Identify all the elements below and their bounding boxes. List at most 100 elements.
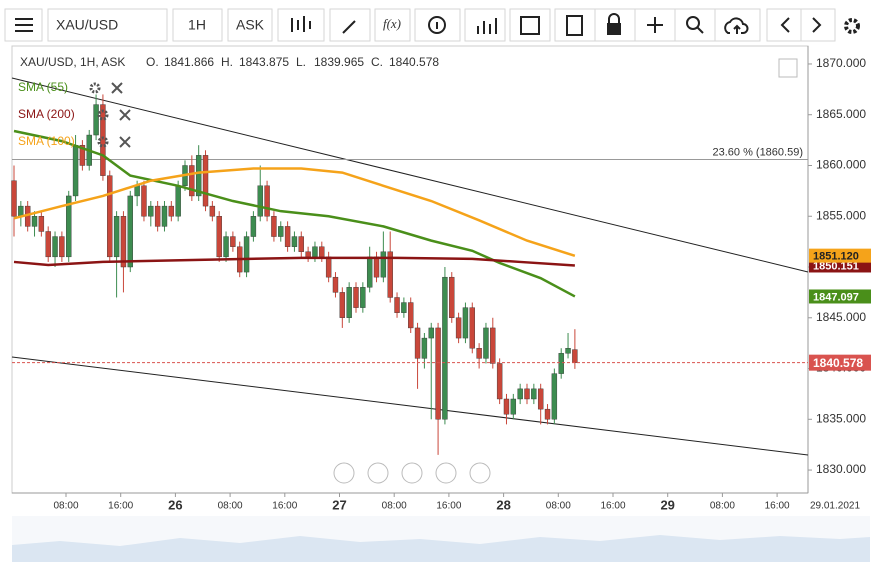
legend-settings[interactable] bbox=[97, 136, 109, 148]
candle-body bbox=[469, 307, 475, 349]
candle-body bbox=[154, 205, 161, 227]
ohlc-field: O. bbox=[146, 55, 159, 69]
candle-body bbox=[291, 236, 298, 247]
candle-body bbox=[79, 144, 86, 166]
chart-type-button[interactable] bbox=[277, 8, 325, 42]
candle-body bbox=[243, 236, 250, 273]
candle-body bbox=[408, 302, 414, 329]
legend-label: SMA (100) bbox=[18, 134, 75, 148]
candle-body bbox=[216, 216, 222, 258]
x-tick-label: 29 bbox=[660, 497, 674, 512]
candle-body bbox=[250, 216, 257, 237]
candle-body bbox=[18, 205, 24, 217]
y-tick-label: 1830.000 bbox=[816, 462, 866, 476]
candle-body bbox=[168, 205, 175, 217]
y-tick-label: 1835.000 bbox=[816, 411, 866, 425]
cloud-icon bbox=[724, 17, 749, 34]
candle-body bbox=[325, 256, 332, 278]
nav-zoom-in[interactable] bbox=[435, 462, 457, 484]
candle-body bbox=[148, 205, 154, 217]
candle-body bbox=[195, 155, 202, 197]
x-tick-label: 16:00 bbox=[108, 501, 133, 512]
x-tick-label: 28 bbox=[496, 497, 510, 512]
candle-body bbox=[319, 246, 325, 258]
candle-body bbox=[175, 185, 181, 217]
legend-remove[interactable] bbox=[111, 82, 123, 94]
nav-right[interactable] bbox=[469, 462, 491, 484]
symbol-box[interactable] bbox=[47, 8, 168, 42]
price-tag bbox=[809, 248, 871, 263]
legend-settings[interactable] bbox=[97, 109, 109, 121]
candle-body bbox=[524, 388, 530, 400]
candle-body bbox=[442, 276, 448, 420]
plot-layer: 23.60 % (1860.59) bbox=[11, 94, 808, 455]
cloud-button[interactable] bbox=[714, 8, 761, 42]
prev-icon bbox=[780, 17, 790, 33]
next-button[interactable] bbox=[800, 8, 836, 42]
ohlc-field: L. bbox=[296, 55, 306, 69]
plot-area bbox=[11, 45, 809, 494]
interval-button[interactable] bbox=[172, 8, 223, 42]
candle-body bbox=[353, 287, 359, 308]
candle-body bbox=[271, 216, 277, 237]
candle-body bbox=[394, 297, 400, 313]
candle-body bbox=[531, 388, 537, 400]
candle-body bbox=[93, 104, 99, 136]
zoom-handle bbox=[696, 26, 704, 34]
price-tag-label: 1847.097 bbox=[813, 291, 859, 303]
next-icon bbox=[812, 17, 822, 33]
header-symbol: XAU/USD, 1H, ASK bbox=[20, 55, 125, 69]
candle-body bbox=[421, 337, 428, 359]
fx-text: f(x) bbox=[383, 16, 401, 31]
y-tick-label: 1845.000 bbox=[816, 310, 866, 324]
candle-body bbox=[223, 236, 229, 258]
side-button[interactable] bbox=[227, 8, 273, 42]
volume-button[interactable] bbox=[464, 8, 506, 42]
calendar-button[interactable] bbox=[509, 8, 551, 42]
candle-body bbox=[189, 165, 195, 197]
x-tick-label: 16:00 bbox=[600, 501, 625, 512]
price-tag-label: 1851.120 bbox=[813, 251, 859, 263]
nav-zoom-out[interactable] bbox=[367, 462, 389, 484]
candle-body bbox=[517, 388, 523, 400]
candle-body bbox=[120, 216, 127, 268]
x-tick-label: 27 bbox=[332, 497, 346, 512]
candle-body bbox=[428, 327, 434, 339]
x-tick-label: 08:00 bbox=[546, 501, 571, 512]
zoom-button[interactable] bbox=[674, 8, 716, 42]
legend: SMA (55) SMA (200) SMA (100) bbox=[18, 80, 131, 148]
candle-body bbox=[462, 307, 469, 339]
prev-button[interactable] bbox=[766, 8, 802, 42]
y-tick-label: 1870.000 bbox=[816, 56, 866, 70]
candle-body bbox=[202, 155, 209, 207]
candle-body bbox=[209, 205, 216, 217]
legend-settings[interactable] bbox=[89, 82, 101, 94]
y-tick-label: 1855.000 bbox=[816, 208, 866, 222]
candle-body bbox=[490, 327, 496, 364]
nav-reset[interactable] bbox=[401, 462, 423, 484]
calc-button[interactable] bbox=[554, 8, 596, 42]
nav-controls bbox=[333, 462, 491, 484]
candle-body bbox=[141, 185, 147, 217]
interval-text: 1H bbox=[188, 17, 206, 33]
ohlc-value: 1841.866 bbox=[164, 55, 214, 69]
candle-body bbox=[45, 231, 51, 258]
indicator-button[interactable] bbox=[374, 8, 411, 42]
candle-body bbox=[366, 256, 373, 288]
crosshair-icon bbox=[647, 17, 663, 33]
legend-remove[interactable] bbox=[119, 109, 131, 121]
price-tag bbox=[809, 354, 871, 371]
legend-remove[interactable] bbox=[119, 136, 131, 148]
candle-body bbox=[66, 195, 72, 258]
candle-body bbox=[284, 226, 291, 247]
trend-line bbox=[11, 356, 809, 456]
nav-left[interactable] bbox=[333, 462, 355, 484]
candle-body bbox=[38, 216, 45, 232]
candle-body bbox=[127, 195, 133, 268]
candle-body bbox=[360, 287, 366, 308]
ohlc-value: 1839.965 bbox=[314, 55, 364, 69]
expand-icon[interactable] bbox=[778, 58, 798, 78]
settings-icon[interactable] bbox=[844, 18, 860, 34]
candle-body bbox=[161, 205, 168, 227]
bars-icon bbox=[477, 18, 497, 34]
